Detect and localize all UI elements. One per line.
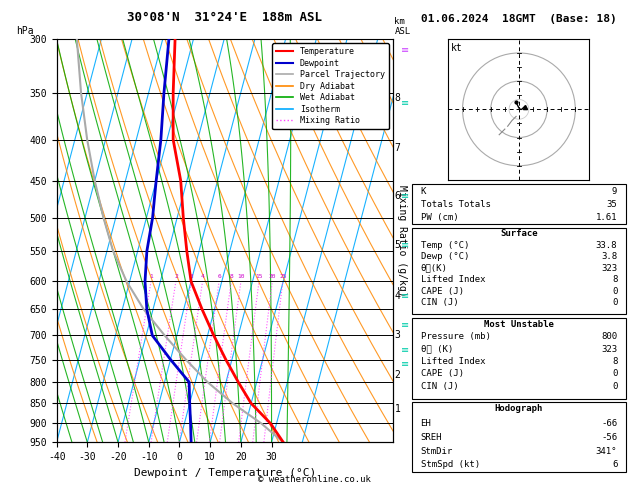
Text: ≡: ≡ [401,98,409,108]
Text: θᴄ(K): θᴄ(K) [421,264,447,273]
Text: 4: 4 [201,274,205,278]
Text: 800: 800 [601,332,617,341]
Text: 30°08'N  31°24'E  188m ASL: 30°08'N 31°24'E 188m ASL [127,11,323,24]
Text: Most Unstable: Most Unstable [484,320,554,329]
Text: CAPE (J): CAPE (J) [421,369,464,378]
Text: kt: kt [451,43,463,53]
Text: 0: 0 [612,382,617,391]
Text: 4: 4 [394,291,400,301]
Text: 9: 9 [612,187,617,195]
Text: 20: 20 [269,274,276,278]
Text: 323: 323 [601,264,617,273]
Text: km
ASL: km ASL [394,17,411,36]
Text: Lifted Index: Lifted Index [421,276,485,284]
Text: 3: 3 [394,330,400,340]
Text: ≡: ≡ [401,45,409,55]
Text: StmSpd (kt): StmSpd (kt) [421,460,480,469]
Text: CIN (J): CIN (J) [421,298,458,308]
Text: 6: 6 [612,460,617,469]
Text: Lifted Index: Lifted Index [421,357,485,366]
Text: Totals Totals: Totals Totals [421,200,491,209]
Text: Dewp (°C): Dewp (°C) [421,252,469,261]
Text: SREH: SREH [421,433,442,442]
Text: 1: 1 [150,274,153,278]
Text: 7: 7 [394,143,400,153]
Y-axis label: Mixing Ratio (g/kg): Mixing Ratio (g/kg) [397,185,407,296]
Text: ≡: ≡ [401,345,409,355]
Text: CIN (J): CIN (J) [421,382,458,391]
Text: -56: -56 [601,433,617,442]
Text: -66: -66 [601,419,617,428]
Text: ≡: ≡ [401,359,409,369]
Text: Hodograph: Hodograph [495,404,543,413]
Text: 25: 25 [279,274,287,278]
Text: 15: 15 [255,274,263,278]
Text: 0: 0 [612,287,617,296]
Text: Pressure (mb): Pressure (mb) [421,332,491,341]
Text: hPa: hPa [16,26,33,36]
Text: ≡: ≡ [401,191,409,201]
Legend: Temperature, Dewpoint, Parcel Trajectory, Dry Adiabat, Wet Adiabat, Isotherm, Mi: Temperature, Dewpoint, Parcel Trajectory… [272,43,389,129]
Text: 323: 323 [601,345,617,354]
Text: CAPE (J): CAPE (J) [421,287,464,296]
Text: 6: 6 [218,274,221,278]
Text: 35: 35 [606,200,617,209]
Text: 1: 1 [394,404,400,415]
Text: Temp (°C): Temp (°C) [421,241,469,250]
Text: θᴄ (K): θᴄ (K) [421,345,453,354]
Text: 3.8: 3.8 [601,252,617,261]
Text: 1.61: 1.61 [596,213,617,223]
Text: EH: EH [421,419,431,428]
Text: 6: 6 [394,191,400,201]
Text: 0: 0 [612,369,617,378]
Text: 0: 0 [612,298,617,308]
Text: 3: 3 [190,274,194,278]
Text: 8: 8 [612,357,617,366]
Text: 8: 8 [230,274,233,278]
Text: 10: 10 [238,274,245,278]
Text: ≡: ≡ [401,320,409,330]
Text: 33.8: 33.8 [596,241,617,250]
Text: StmDir: StmDir [421,447,453,455]
Text: 2: 2 [394,370,400,381]
Text: Surface: Surface [500,229,538,238]
Text: ≡: ≡ [401,240,409,250]
Text: K: K [421,187,426,195]
Text: © weatheronline.co.uk: © weatheronline.co.uk [258,474,371,484]
Text: PW (cm): PW (cm) [421,213,458,223]
Text: 8: 8 [612,276,617,284]
Text: 8: 8 [394,93,400,103]
Text: 5: 5 [394,240,400,250]
Text: 01.06.2024  18GMT  (Base: 18): 01.06.2024 18GMT (Base: 18) [421,14,617,24]
Text: ≡: ≡ [401,291,409,301]
X-axis label: Dewpoint / Temperature (°C): Dewpoint / Temperature (°C) [134,468,316,478]
Text: 2: 2 [174,274,178,278]
Text: 341°: 341° [596,447,617,455]
